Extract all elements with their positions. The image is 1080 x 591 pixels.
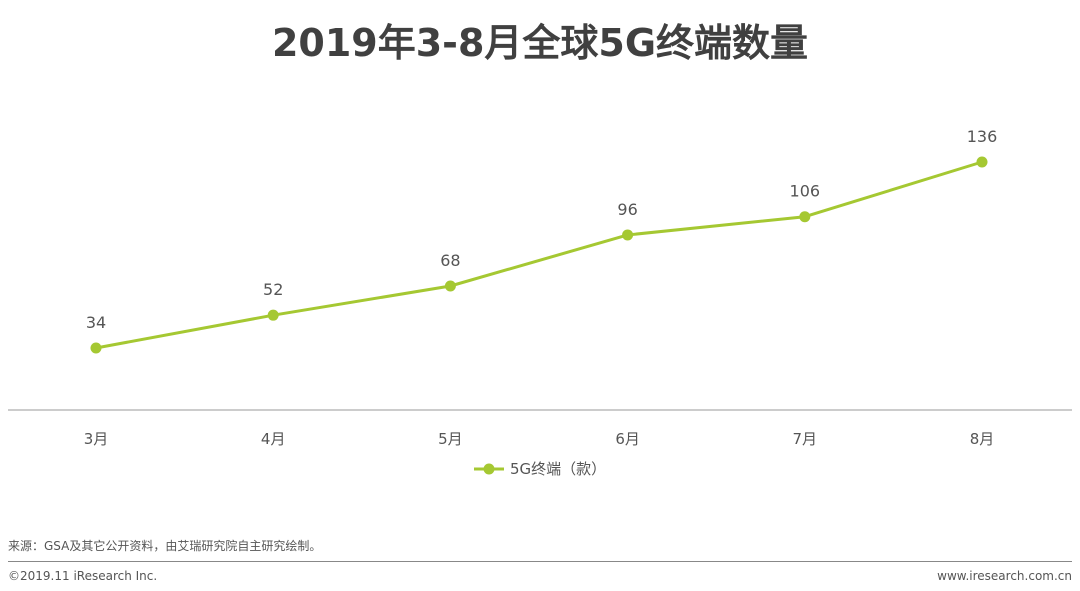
x-tick-label: 7月 <box>793 430 818 448</box>
data-label: 96 <box>617 200 637 219</box>
data-point <box>976 156 988 168</box>
data-point <box>622 229 634 241</box>
data-label: 136 <box>967 127 998 146</box>
legend-marker <box>483 463 495 475</box>
series-line <box>95 160 983 350</box>
footer-divider <box>8 561 1072 562</box>
data-point <box>90 342 102 354</box>
data-point <box>799 211 811 223</box>
legend-label: 5G终端（款） <box>510 460 606 478</box>
data-label: 34 <box>86 313 106 332</box>
x-tick-label: 5月 <box>438 430 463 448</box>
line-chart: 34 3月 52 4月 68 5月 96 6月 106 7月 136 8月 5G终端（款） <box>8 127 1072 478</box>
x-tick-label: 3月 <box>84 430 109 448</box>
source-note: 来源：GSA及其它公开资料，由艾瑞研究院自主研究绘制。 <box>8 539 322 553</box>
x-tick-label: 6月 <box>615 430 640 448</box>
data-label: 52 <box>263 280 283 299</box>
x-tick-label: 4月 <box>261 430 286 448</box>
data-point <box>267 309 279 321</box>
website-text: www.iresearch.com.cn <box>937 569 1072 583</box>
data-point <box>444 280 456 292</box>
chart-title: 2019年3-8月全球5G终端数量 <box>271 21 809 65</box>
data-label: 106 <box>790 182 821 201</box>
x-tick-label: 8月 <box>970 430 995 448</box>
copyright-text: ©2019.11 iResearch Inc. <box>8 569 158 583</box>
data-label: 68 <box>440 251 460 270</box>
